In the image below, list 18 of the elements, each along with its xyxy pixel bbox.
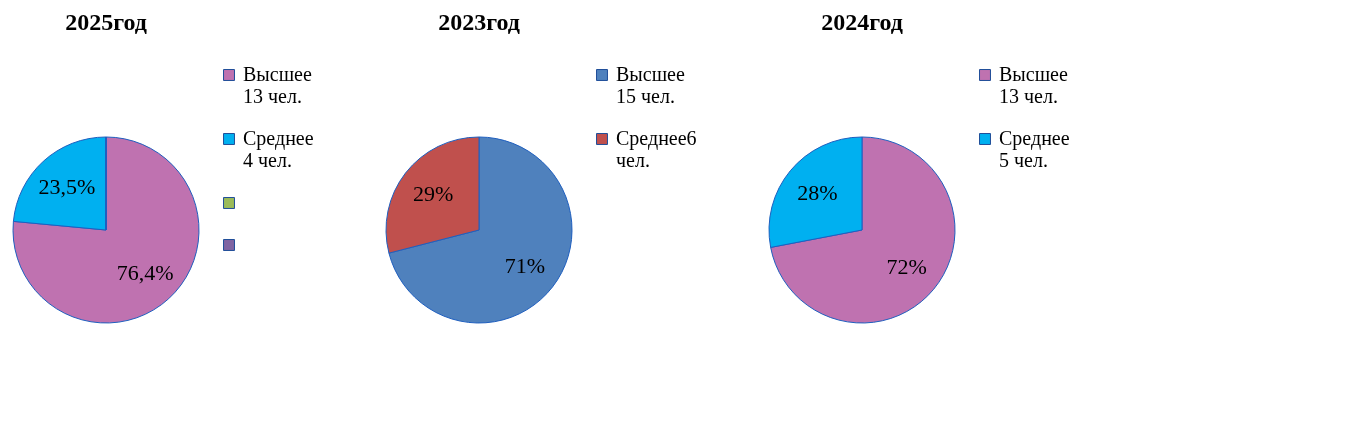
legend-label: Среднее 5 чел. [999,127,1070,171]
chart-title: 2025год [65,9,147,35]
data-label: 28% [797,180,838,206]
data-label: 71% [504,252,545,278]
chart-title: 2023год [438,9,520,35]
pie-slice [12,136,200,324]
data-label: 23,5% [38,174,96,200]
data-label: 76,4% [116,259,174,285]
pie-slice [770,136,956,324]
legend-label: Высшее 15 чел. [616,63,685,107]
legend-label: Высшее 13 чел. [999,63,1068,107]
data-label: 72% [886,253,927,279]
legend-label: Среднее6 чел. [616,127,697,171]
data-label: 29% [413,181,454,207]
legend-label: Среднее 4 чел. [243,127,314,171]
chart-title: 2024год [821,9,903,35]
legend-label: Высшее 13 чел. [243,63,312,107]
pie-slice [388,136,573,324]
